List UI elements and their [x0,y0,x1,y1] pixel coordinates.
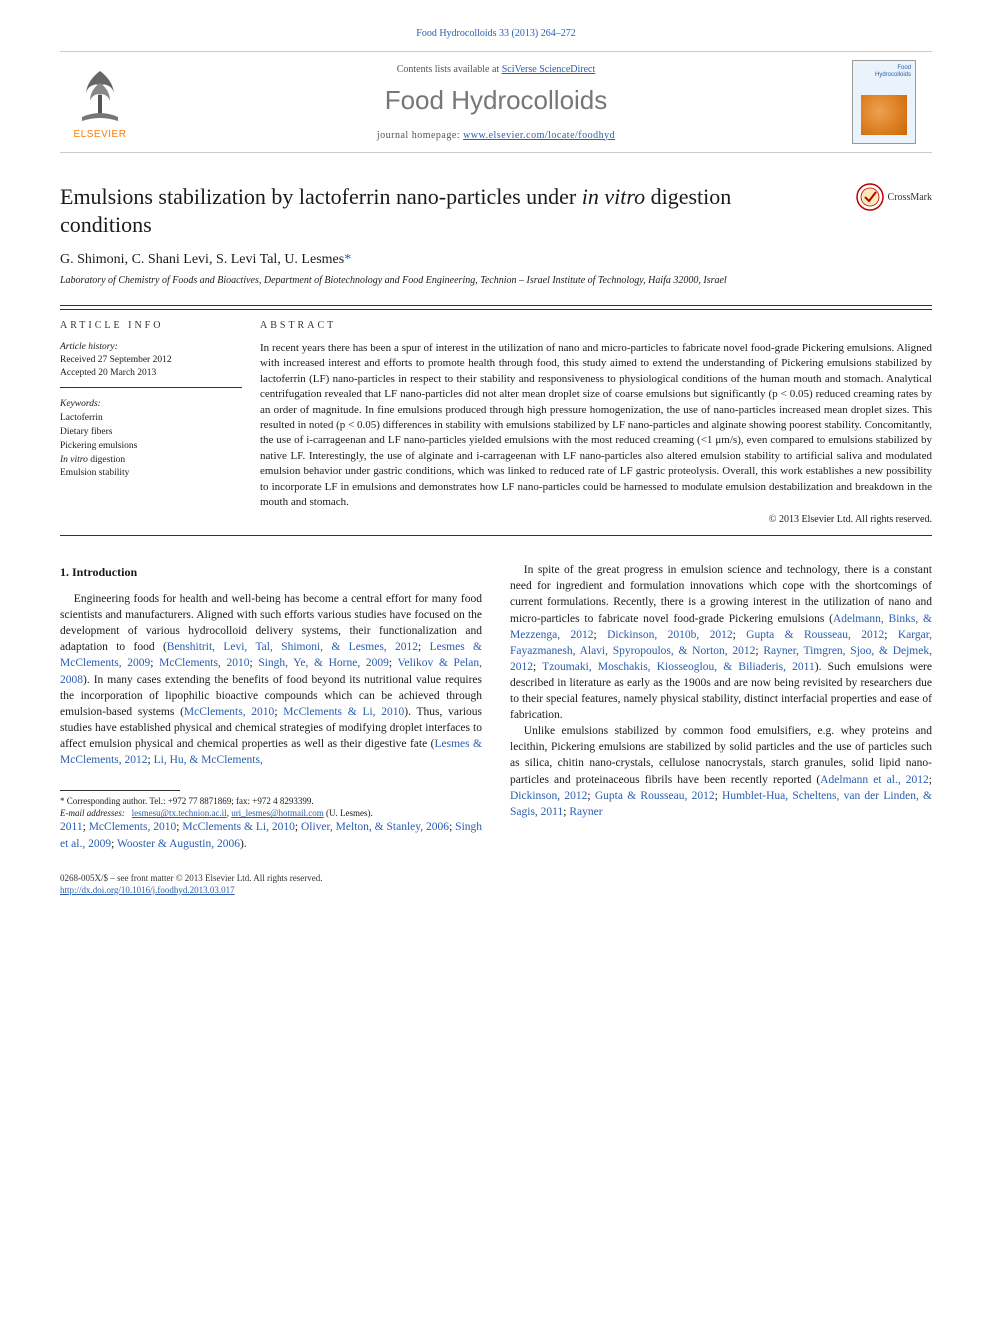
email-post: (U. Lesmes). [324,808,373,818]
keyword-2: Dietary fibers [60,426,242,440]
ref-link[interactable]: Oliver, Melton, & Stanley, 2006 [301,821,449,833]
corresponding-author-note: * Corresponding author. Tel.: +972 77 88… [60,795,482,807]
keyword-4-post: digestion [88,455,125,465]
cover-title-1: Food [897,65,911,71]
ref-link[interactable]: McClements, 2010 [184,706,274,718]
keywords-block: Keywords: Lactoferrin Dietary fibers Pic… [60,398,242,481]
sep: ; [594,629,608,641]
cover-thumb-block: FoodHydrocolloids [852,60,932,144]
elsevier-tree-icon [72,65,128,127]
ref-link[interactable]: Tzoumaki, Moschakis, Kiosseoglou, & Bili… [542,661,815,673]
title-italic: in vitro [582,184,645,209]
keyword-1: Lactoferrin [60,412,242,426]
publisher-logo-block: ELSEVIER [60,65,140,140]
homepage-line: journal homepage: www.elsevier.com/locat… [140,130,852,141]
ref-link[interactable]: Dickinson, 2012 [510,790,587,802]
crossmark-icon [856,183,884,211]
ref-link[interactable]: McClements, 2010 [89,821,177,833]
sep: ; [884,629,898,641]
sep: ; [418,641,430,653]
abstract-copyright: © 2013 Elsevier Ltd. All rights reserved… [260,514,932,525]
accepted-date: Accepted 20 March 2013 [60,367,242,380]
ref-link[interactable]: Adelmann et al., 2012 [820,774,929,786]
sep: ; [533,661,542,673]
banner-center: Contents lists available at SciVerse Sci… [140,64,852,141]
ref-link[interactable]: Li, Hu, & McClements, [154,754,263,766]
history-label: Article history: [60,341,242,354]
footnotes: * Corresponding author. Tel.: +972 77 88… [60,795,482,819]
keyword-4: In vitro digestion [60,454,242,468]
intro-para-3: Unlike emulsions stabilized by common fo… [510,723,932,820]
corresponding-mark: * [344,252,351,267]
crossmark-badge[interactable]: CrossMark [856,183,932,211]
cover-image-icon [861,95,907,135]
contents-line: Contents lists available at SciVerse Sci… [140,64,852,75]
article-title: Emulsions stabilization by lactoferrin n… [60,183,780,238]
ref-link[interactable]: Singh, Ye, & Horne, 2009 [258,657,389,669]
ref-link[interactable]: Gupta & Rousseau, 2012 [746,629,884,641]
sep: ; [733,629,747,641]
ref-link[interactable]: Wooster & Augustin, 2006 [117,838,240,850]
email-line: E-mail addresses: lesmesu@tx.technion.ac… [60,807,482,819]
email-label: E-mail addresses: [60,808,125,818]
affiliation: Laboratory of Chemistry of Foods and Bio… [60,274,932,287]
sep: ; [274,706,283,718]
sep: ; [929,774,932,786]
intro-heading: 1. Introduction [60,564,482,581]
keyword-4-italic: In vitro [60,455,88,465]
title-part-1: Emulsions stabilization by lactoferrin n… [60,184,582,209]
contents-prefix: Contents lists available at [397,64,502,75]
article-info-column: ARTICLE INFO Article history: Received 2… [60,309,260,535]
sciencedirect-link[interactable]: SciVerse ScienceDirect [502,64,596,75]
journal-name: Food Hydrocolloids [140,85,852,116]
sep: ; [587,790,594,802]
author-list: G. Shimoni, C. Shani Levi, S. Levi Tal, … [60,252,932,268]
crossmark-label: CrossMark [888,192,932,203]
article-info-head: ARTICLE INFO [60,320,242,331]
journal-banner: ELSEVIER Contents lists available at Sci… [60,51,932,153]
issn-copyright: 0268-005X/$ – see front matter © 2013 El… [60,872,932,884]
abstract-text: In recent years there has been a spur of… [260,341,932,510]
sep: ; [389,657,398,669]
authors-text: G. Shimoni, C. Shani Levi, S. Levi Tal, … [60,252,344,267]
email-link-1[interactable]: lesmesu@tx.technion.ac.il [132,808,227,818]
ref-link[interactable]: Rayner [569,806,602,818]
ref-link[interactable]: Dickinson, 2010b, 2012 [607,629,733,641]
keywords-label: Keywords: [60,398,242,412]
intro-para-2: In spite of the great progress in emulsi… [510,562,932,723]
col2-continuation: 2011; McClements, 2010; McClements & Li,… [60,819,482,851]
received-date: Received 27 September 2012 [60,354,242,367]
ref-link[interactable]: McClements & Li, 2010 [182,821,295,833]
footnote-separator [60,790,180,791]
sep: ; [249,657,258,669]
ref-link[interactable]: Benshitrit, Levi, Tal, Shimoni, & Lesmes… [167,641,418,653]
ref-link[interactable]: Gupta & Rousseau, 2012 [595,790,715,802]
abstract-column: ABSTRACT In recent years there has been … [260,309,932,535]
running-header: Food Hydrocolloids 33 (2013) 264–272 [60,28,932,39]
info-abstract-row: ARTICLE INFO Article history: Received 2… [60,305,932,536]
ref-link[interactable]: McClements & Li, 2010 [283,706,404,718]
bottom-meta: 0268-005X/$ – see front matter © 2013 El… [60,872,932,896]
ref-link[interactable]: 2011 [60,821,83,833]
body-two-column: 1. Introduction Engineering foods for he… [60,562,932,851]
publisher-name: ELSEVIER [74,129,127,140]
cover-title-2: Hydrocolloids [875,72,911,78]
abstract-head: ABSTRACT [260,320,932,331]
journal-cover-thumbnail: FoodHydrocolloids [852,60,916,144]
intro-para-1: Engineering foods for health and well-be… [60,591,482,768]
keyword-3: Pickering emulsions [60,440,242,454]
homepage-link[interactable]: www.elsevier.com/locate/foodhyd [463,130,615,141]
article-history: Article history: Received 27 September 2… [60,341,242,388]
ref-link[interactable]: McClements, 2010 [159,657,249,669]
keyword-5: Emulsion stability [60,467,242,481]
email-link-2[interactable]: uri_lesmes@hotmail.com [231,808,324,818]
p1-end: ). [240,838,247,850]
sep: ; [715,790,722,802]
sep: ; [150,657,159,669]
homepage-prefix: journal homepage: [377,130,463,141]
doi-link[interactable]: http://dx.doi.org/10.1016/j.foodhyd.2013… [60,885,235,895]
